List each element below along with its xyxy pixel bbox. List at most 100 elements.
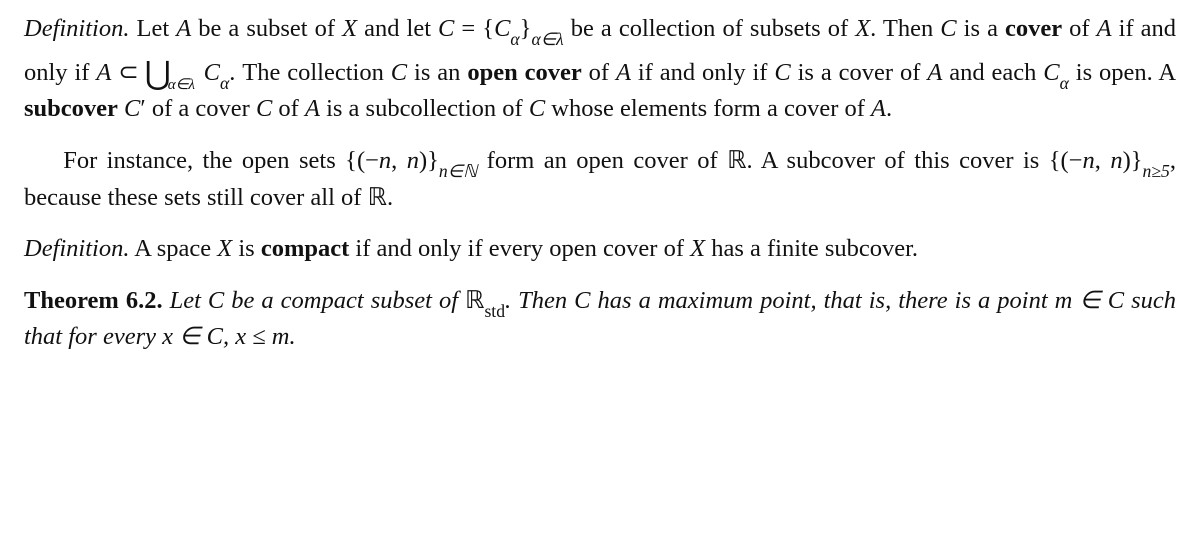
text: Let [170, 287, 208, 314]
text: has a maximum point, that is, there is a… [591, 287, 1055, 314]
var-A: A [176, 15, 191, 42]
text: is a subcollection of [320, 95, 529, 122]
in: ∈ [173, 323, 207, 350]
theorem: Theorem 6.2. Let C be a compact subset o… [24, 284, 1176, 354]
text: Let [137, 15, 177, 42]
cal-C: C [774, 59, 790, 86]
text: of [272, 95, 305, 122]
text: is [232, 235, 261, 262]
term-subcover: subcover [24, 95, 118, 122]
sub-idx: α∈λ [531, 29, 563, 49]
text: . [870, 15, 876, 42]
text: } [520, 15, 532, 42]
text: be a compact subset of [224, 287, 465, 314]
cal-C: C [391, 59, 407, 86]
sub-n5: n≥5 [1143, 161, 1170, 181]
text: )} [1123, 147, 1143, 174]
var-X: X [217, 235, 232, 262]
text: whose elements form a cover of [545, 95, 871, 122]
text: . A subcover of this cover is {(− [747, 147, 1083, 174]
var-X: X [855, 15, 870, 42]
var-C: C [207, 323, 223, 350]
text: . [387, 184, 393, 211]
bigcup-icon: ⋃ [145, 52, 171, 96]
sub-alpha: α [1060, 73, 1069, 93]
term-compact: compact [261, 235, 349, 262]
text: is an [407, 59, 467, 86]
text: and each [942, 59, 1043, 86]
var-m: m [1055, 287, 1073, 314]
var-X: X [690, 235, 705, 262]
leq: ≤ [246, 323, 272, 350]
bb-R: ℝ [465, 287, 484, 314]
var-A: A [1097, 15, 1112, 42]
text: is open. A [1069, 59, 1176, 86]
term-open-cover: open cover [467, 59, 581, 86]
var-C: C [574, 287, 590, 314]
var-Calpha: C [1043, 59, 1059, 86]
sub-nN: n∈ℕ [439, 161, 477, 181]
text: , [223, 323, 235, 350]
text: if and only if [631, 59, 774, 86]
bb-R: ℝ [368, 184, 387, 211]
var-x: x [235, 323, 246, 350]
text: of [1062, 15, 1097, 42]
cup-index: α∈λ [168, 76, 195, 93]
text: be a subset of [191, 15, 342, 42]
var-n: n [379, 147, 391, 174]
var-A: A [927, 59, 942, 86]
bb-R: ℝ [727, 147, 746, 174]
var-Calpha: C [204, 59, 220, 86]
text: . [289, 323, 295, 350]
var-n: n [1083, 147, 1095, 174]
text: . Then [505, 287, 574, 314]
var-Calpha: C [494, 15, 510, 42]
text: For instance, the open sets {(− [63, 147, 379, 174]
var-n: n [407, 147, 419, 174]
cal-C: C [438, 15, 454, 42]
text: , [1095, 147, 1111, 174]
text: and let [357, 15, 438, 42]
var-n: n [1110, 147, 1122, 174]
cal-C-prime: C [124, 95, 140, 122]
var-A: A [871, 95, 886, 122]
sub-std: std [484, 301, 505, 321]
text: Then [883, 15, 940, 42]
definition-compact: Definition. A space X is compact if and … [24, 232, 1176, 266]
text: if and only if every open cover of [349, 235, 690, 262]
var-X: X [342, 15, 357, 42]
term-cover: cover [1005, 15, 1062, 42]
var-x: x [162, 323, 173, 350]
text: has a finite subcover. [705, 235, 918, 262]
text: . [886, 95, 892, 122]
definition-label: Definition. [24, 235, 129, 262]
in: ∈ [1072, 287, 1107, 314]
definition-label: Definition. [24, 15, 129, 42]
text: . The collection [229, 59, 391, 86]
cal-C: C [529, 95, 545, 122]
text: ⊂ [111, 59, 145, 86]
var-A: A [616, 59, 631, 86]
text: is a cover of [791, 59, 928, 86]
theorem-label: Theorem 6.2. [24, 287, 163, 314]
text: of a cover [146, 95, 256, 122]
cal-C: C [256, 95, 272, 122]
var-m: m [272, 323, 290, 350]
example-paragraph: For instance, the open sets {(−n, n)}n∈ℕ… [24, 144, 1176, 214]
var-C: C [1108, 287, 1124, 314]
text: A space [134, 235, 217, 262]
text: of [589, 59, 616, 86]
cal-C: C [940, 15, 956, 42]
var-C: C [208, 287, 224, 314]
var-A: A [96, 59, 111, 86]
text: , [391, 147, 407, 174]
text: is a [957, 15, 1005, 42]
var-A: A [305, 95, 320, 122]
sub-alpha: α [510, 29, 519, 49]
definition-cover: Definition. Let A be a subset of X and l… [24, 12, 1176, 126]
text: be a collection of subsets of [564, 15, 856, 42]
sub-alpha: α [220, 73, 229, 93]
text: form an open cover of [477, 147, 727, 174]
text: = { [454, 15, 494, 42]
text: )} [419, 147, 439, 174]
